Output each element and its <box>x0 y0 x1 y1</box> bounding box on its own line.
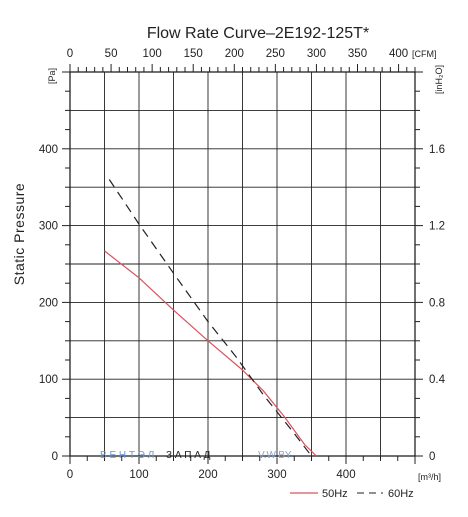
bottom-axis-m3h: 0 100 200 300 400 <box>67 469 356 481</box>
top-tick-label: 150 <box>184 48 203 60</box>
chart-title: Flow Rate Curve–2E192-125T* <box>147 25 369 42</box>
series-line-50hz <box>104 250 317 457</box>
bottom-tick-label: 0 <box>67 469 73 481</box>
grid <box>70 72 415 456</box>
bottom-tick-label: 400 <box>336 469 355 481</box>
left-axis-unit: [Pa] <box>47 68 57 84</box>
plot-frame <box>69 71 416 457</box>
top-tick-label: 50 <box>105 48 118 60</box>
top-tick-label: 300 <box>307 48 326 60</box>
right-axis-unit: [inH₂O] <box>434 65 444 94</box>
top-tick-label: 400 <box>389 48 408 60</box>
right-tick-label: 0 <box>429 451 435 463</box>
right-tick-label: 0.4 <box>429 374 446 386</box>
legend: 50Hz 60Hz <box>290 488 414 500</box>
left-tick-label: 0 <box>52 451 58 463</box>
top-tick-label: 100 <box>143 48 162 60</box>
watermark-brand-cyr: З А П А Д <box>166 450 211 461</box>
bottom-axis-unit: [m³/h] <box>418 472 441 482</box>
y-axis-label: Static Pressure <box>11 183 27 285</box>
right-axis-inh2o: 0 0.4 0.8 1.2 1.6 <box>429 144 446 463</box>
bottom-tick-label: 300 <box>267 469 286 481</box>
left-tick-label: 300 <box>39 221 58 233</box>
right-tick-label: 1.2 <box>429 221 445 233</box>
series-layer <box>104 179 317 457</box>
axis-ticks <box>62 64 423 464</box>
left-tick-label: 100 <box>39 374 58 386</box>
top-tick-label: 350 <box>348 48 367 60</box>
bottom-tick-label: 200 <box>198 469 217 481</box>
watermark-brand-latin: В Е Н Т Э Л <box>100 450 154 461</box>
top-axis-unit: [CFM] <box>412 49 437 59</box>
series-line-60hz <box>108 179 312 457</box>
top-tick-label: 200 <box>225 48 244 60</box>
right-tick-label: 1.6 <box>429 144 445 156</box>
watermark-site: V.W.BY <box>258 450 292 461</box>
legend-label-50hz: 50Hz <box>322 488 348 500</box>
left-tick-label: 400 <box>39 144 58 156</box>
watermark: В Е Н Т Э Л З А П А Д V.W.BY <box>100 450 292 461</box>
top-axis-cfm: 0 50 100 150 200 250 300 350 400 <box>67 48 408 60</box>
legend-label-60hz: 60Hz <box>388 488 414 500</box>
bottom-tick-label: 100 <box>129 469 148 481</box>
right-tick-label: 0.8 <box>429 297 445 309</box>
top-tick-label: 250 <box>266 48 285 60</box>
top-tick-label: 0 <box>67 48 73 60</box>
left-tick-label: 200 <box>39 297 58 309</box>
left-axis-pa: 0 100 200 300 400 <box>39 144 58 463</box>
